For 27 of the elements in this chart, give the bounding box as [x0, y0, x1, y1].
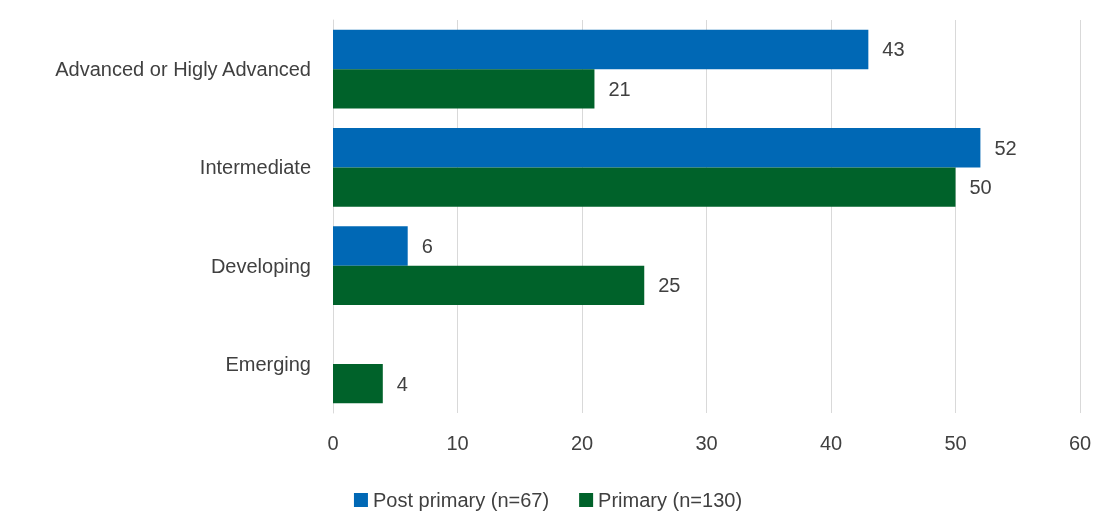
legend-label: Primary (n=130): [598, 489, 743, 511]
bar: [333, 69, 595, 109]
data-label: 52: [994, 136, 1017, 159]
x-tick-label: 0: [327, 432, 339, 454]
data-label: 25: [658, 274, 681, 297]
data-label: 6: [421, 234, 433, 257]
x-tick-label: 40: [819, 432, 843, 454]
bar: [333, 128, 981, 168]
y-tick-label: Intermediate: [199, 156, 311, 179]
bar: [333, 29, 869, 70]
x-tick-label: 50: [944, 432, 967, 454]
y-tick-label: Emerging: [225, 352, 311, 375]
data-label: 21: [608, 77, 631, 100]
x-tick-label: 60: [1068, 432, 1092, 454]
x-tick-label: 20: [570, 432, 594, 454]
bar: [333, 363, 383, 404]
bar: [333, 226, 408, 266]
bar: [333, 167, 956, 207]
x-tick-label: 30: [695, 432, 718, 454]
y-tick-label: Advanced or Higly Advanced: [55, 58, 311, 81]
data-label: 4: [396, 372, 408, 395]
y-tick-label: Developing: [210, 254, 311, 277]
data-label: 43: [882, 38, 905, 61]
x-tick-label: 10: [446, 432, 469, 454]
legend-label: Post primary (n=67): [372, 489, 550, 511]
bar: [333, 265, 645, 305]
data-label: 50: [969, 176, 992, 199]
